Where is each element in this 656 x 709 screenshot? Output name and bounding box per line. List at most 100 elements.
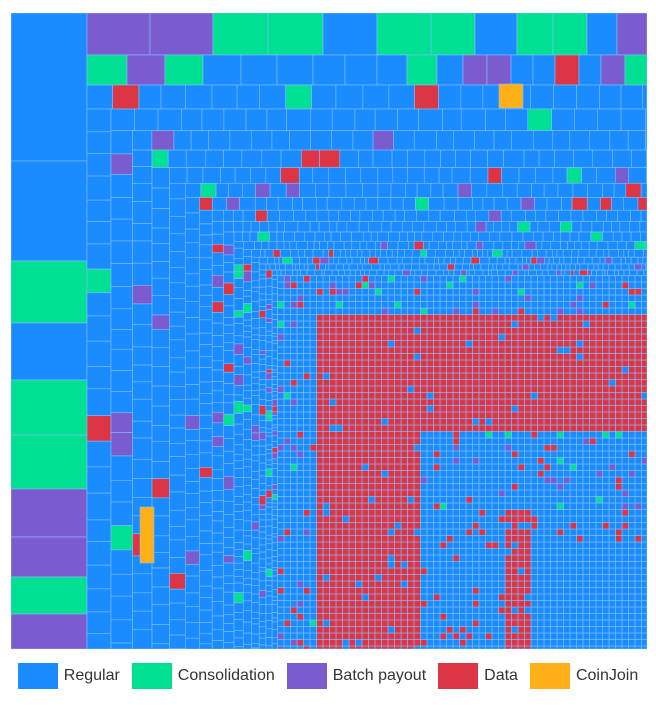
tile-regular: [361, 249, 371, 258]
tile-data: [407, 522, 415, 530]
tile-regular: [498, 587, 506, 595]
tile-data: [498, 379, 506, 387]
tile-regular: [303, 444, 311, 452]
tile-regular: [233, 298, 244, 311]
tile-data: [348, 645, 356, 649]
tile-regular: [556, 567, 564, 575]
legend-item-regular[interactable]: Regular: [17, 663, 120, 689]
tile-regular: [265, 519, 273, 527]
tile-regular: [400, 561, 408, 569]
tile-regular: [264, 249, 274, 258]
tile-regular: [199, 381, 213, 394]
tile-regular: [556, 288, 564, 296]
tile-regular: [376, 54, 408, 86]
tile-regular: [634, 444, 642, 452]
tile-regular: [608, 515, 616, 523]
tile-data: [465, 496, 473, 504]
tile-regular: [405, 182, 418, 198]
tile-data: [374, 333, 382, 341]
tile-regular: [368, 288, 376, 296]
tile-data: [348, 548, 356, 556]
tile-batch_payout: [587, 269, 592, 276]
tile-regular: [290, 307, 298, 315]
tile-regular: [360, 256, 365, 265]
tile-data: [400, 392, 408, 400]
tile-regular: [277, 327, 285, 335]
tile-batch_payout: [329, 281, 337, 289]
tile-regular: [296, 405, 304, 413]
tile-batch_payout: [290, 398, 298, 406]
tile-regular: [517, 522, 525, 530]
tile-regular: [550, 548, 558, 556]
tile-regular: [211, 478, 224, 491]
tile-regular: [242, 231, 251, 242]
tile-regular: [169, 602, 186, 621]
tile-regular: [537, 294, 545, 302]
tile-regular: [322, 301, 330, 309]
tile-regular: [283, 340, 291, 348]
tile-coinjoin: [139, 506, 155, 564]
tile-data: [361, 372, 369, 380]
tile-batch_payout: [271, 430, 278, 437]
tile-regular: [589, 457, 597, 465]
tile-data: [329, 619, 337, 627]
tile-batch_payout: [335, 288, 343, 296]
tile-regular: [296, 502, 304, 510]
tile-data: [329, 606, 337, 614]
legend-item-data[interactable]: Data: [438, 663, 518, 689]
tile-data: [465, 632, 473, 640]
tile-data: [608, 327, 616, 335]
tile-consolidation: [556, 457, 564, 465]
tile-regular: [296, 418, 304, 426]
tile-regular: [169, 311, 186, 327]
tile-regular: [436, 221, 447, 233]
tile-regular: [211, 390, 224, 404]
tile-regular: [86, 388, 112, 416]
tile-regular: [582, 444, 590, 452]
tile-data: [634, 424, 642, 432]
tile-regular: [251, 440, 260, 447]
tile-regular: [251, 514, 260, 523]
tile-regular: [420, 444, 428, 452]
tile-batch_payout: [621, 502, 629, 510]
tile-data: [530, 385, 538, 393]
tile-regular: [436, 130, 454, 151]
tile-regular: [498, 645, 506, 649]
tile-regular: [151, 497, 170, 517]
legend-item-coinjoin[interactable]: CoinJoin: [529, 663, 638, 689]
tile-regular: [258, 526, 267, 533]
tile-data: [381, 567, 389, 575]
tile-data: [563, 392, 571, 400]
tile-regular: [599, 84, 622, 110]
tile-regular: [271, 379, 278, 385]
tile-regular: [243, 632, 252, 645]
tile-regular: [290, 593, 298, 601]
tile-regular: [184, 468, 200, 482]
tile-regular: [303, 515, 311, 523]
tile-regular: [530, 301, 538, 309]
tile-regular: [563, 496, 571, 504]
tile-regular: [446, 496, 454, 504]
tile-regular: [258, 483, 267, 491]
tile-data: [446, 346, 454, 354]
legend-item-consolidation[interactable]: Consolidation: [131, 663, 275, 689]
legend-item-batch_payout[interactable]: Batch payout: [286, 663, 426, 689]
tile-data: [329, 320, 337, 328]
tile-data: [517, 340, 525, 348]
tile-regular: [488, 263, 494, 271]
tile-regular: [634, 613, 642, 621]
tile-regular: [577, 256, 585, 265]
tile-data: [335, 528, 343, 536]
tile-regular: [233, 278, 244, 288]
tile-regular: [426, 249, 436, 258]
tile-data: [400, 385, 408, 393]
tile-data: [400, 541, 408, 549]
tile-data: [355, 541, 363, 549]
tile-data: [329, 346, 337, 354]
tile-data: [322, 340, 330, 348]
tile-data: [517, 405, 525, 413]
tile-regular: [511, 130, 534, 151]
tile-regular: [446, 548, 454, 556]
tile-regular: [504, 457, 512, 465]
tile-regular: [401, 256, 413, 265]
